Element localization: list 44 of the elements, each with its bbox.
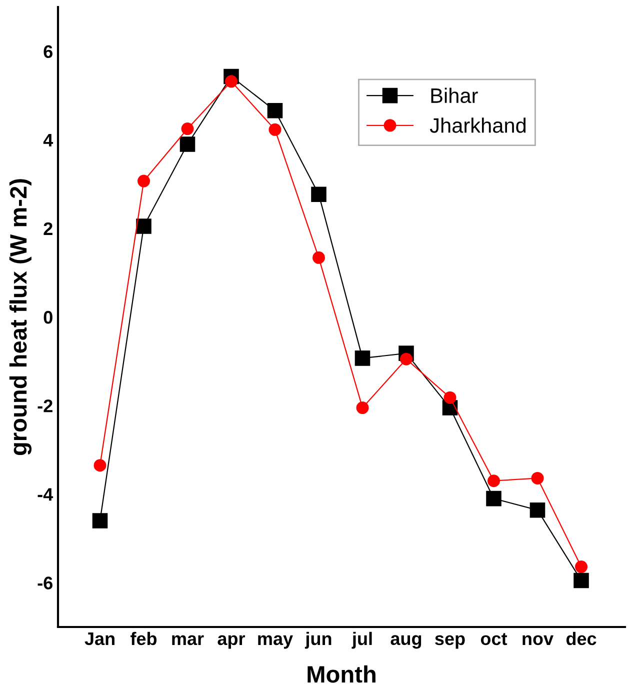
point (444, 391, 456, 404)
point (92, 513, 108, 528)
x-tick-label: jun (304, 632, 332, 649)
point (136, 218, 152, 234)
point (312, 251, 325, 264)
y-tick-label: 0 (44, 310, 52, 324)
point (400, 352, 412, 366)
point (268, 123, 282, 136)
y-tick-label: -6 (38, 576, 52, 590)
x-tick-label: oct (480, 633, 508, 646)
y-tick-label: 2 (44, 222, 52, 235)
x-tick-label: may (258, 635, 293, 649)
point (225, 75, 238, 88)
point (575, 560, 588, 574)
x-tick-label: feb (130, 632, 157, 646)
legend-label: Jharkhand (430, 118, 526, 133)
point (574, 572, 589, 588)
y-tick-label: 4 (43, 134, 54, 146)
x-tick-label: Jan (84, 632, 114, 646)
x-tick-label: jul (352, 632, 372, 649)
x-tick-label: aug (390, 635, 422, 649)
point (180, 136, 196, 152)
y-tick-label: 6 (44, 45, 52, 58)
x-axis-title: Month (308, 665, 376, 683)
x-tick-label: dec (566, 632, 596, 646)
point (486, 490, 502, 506)
point (530, 502, 546, 518)
point (488, 474, 500, 488)
point (531, 472, 544, 484)
point (181, 122, 194, 136)
point (311, 186, 326, 202)
point (354, 350, 370, 366)
x-tick-label: mar (172, 635, 204, 646)
y-tick-label: -2 (38, 400, 52, 412)
x-tick-label: sep (435, 635, 465, 649)
y-axis-title: ground heat flux (W m-2) (9, 179, 32, 456)
point (267, 102, 283, 118)
point (94, 459, 106, 472)
point (138, 174, 150, 188)
x-tick-label: apr (218, 635, 246, 649)
legend-label: Bihar (431, 88, 478, 104)
point (356, 402, 369, 414)
y-tick-label: -4 (38, 488, 54, 501)
x-tick-label: nov (522, 635, 554, 646)
